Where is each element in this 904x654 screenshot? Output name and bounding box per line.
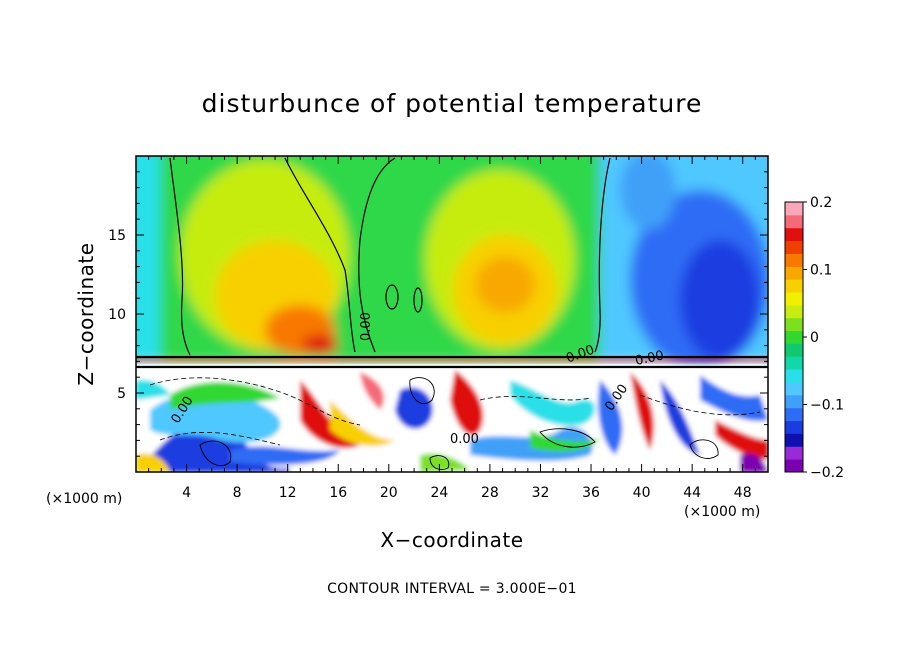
colorbar-swatch <box>785 394 803 409</box>
contour-interval-note: CONTOUR INTERVAL = 3.000E−01 <box>327 581 577 597</box>
x-tick-label: 28 <box>481 485 499 501</box>
colorbar-tick-label: 0.2 <box>810 195 832 211</box>
colorbar-swatch <box>785 446 803 460</box>
x-axis: 4 8 12 16 20 24 28 32 36 40 44 48 <box>148 156 756 501</box>
colorbar-swatch <box>785 304 803 319</box>
colorbar-swatch <box>785 330 803 344</box>
y-tick-label: 10 <box>108 307 126 323</box>
colorbar-swatch <box>785 253 803 267</box>
y-axis: 5 10 15 <box>108 171 768 457</box>
colorbar-swatch <box>785 343 803 357</box>
colorbar-swatch <box>785 433 803 447</box>
colorbar-swatch <box>785 356 803 370</box>
x-tick-label: 40 <box>633 485 651 501</box>
chart-title: disturbunce of potential temperature <box>202 89 703 118</box>
colorbar-tick-label: 0.1 <box>810 263 832 279</box>
x-tick-label: 4 <box>182 485 191 501</box>
contour-label: 0.00 <box>450 432 479 447</box>
y-tick-label: 15 <box>108 228 126 244</box>
colorbar: 0.2 0.1 0 −0.1 −0.2 <box>784 195 844 481</box>
colorbar-swatch <box>785 240 803 254</box>
z-unit-label: (×1000 m) <box>46 491 122 507</box>
colorbar-swatch <box>785 202 803 216</box>
x-tick-label: 16 <box>329 485 347 501</box>
colorbar-swatch <box>785 407 803 422</box>
contour-label: 0.00 <box>359 312 374 341</box>
colorbar-swatch <box>785 214 803 229</box>
colorbar-swatch <box>785 459 803 473</box>
x-axis-label: X−coordinate <box>380 528 523 552</box>
colorbar-tick-label: −0.2 <box>810 465 844 481</box>
contour-label: 0.00 <box>634 348 665 369</box>
x-unit-label: (×1000 m) <box>684 504 760 520</box>
y-tick-label: 5 <box>117 386 126 402</box>
x-tick-label: 48 <box>734 485 752 501</box>
colorbar-tick-label: −0.1 <box>810 398 844 414</box>
colorbar-tick-label: 0 <box>810 330 819 346</box>
x-tick-label: 36 <box>582 485 600 501</box>
colorbar-swatch <box>785 317 803 332</box>
x-tick-label: 20 <box>380 485 398 501</box>
x-tick-label: 32 <box>532 485 550 501</box>
colorbar-swatch <box>785 382 803 396</box>
x-tick-label: 12 <box>279 485 297 501</box>
colorbar-swatch <box>785 369 803 383</box>
x-tick-label: 24 <box>430 485 448 501</box>
colorbar-swatch <box>785 420 803 434</box>
colorbar-swatch <box>785 227 803 242</box>
colorbar-swatch <box>785 292 803 306</box>
colorbar-swatch <box>785 266 803 280</box>
y-axis-label: Z−coordinate <box>74 242 98 385</box>
x-tick-label: 8 <box>233 485 242 501</box>
field-shading <box>136 156 768 472</box>
colorbar-swatch <box>785 279 803 293</box>
x-tick-label: 44 <box>683 485 701 501</box>
